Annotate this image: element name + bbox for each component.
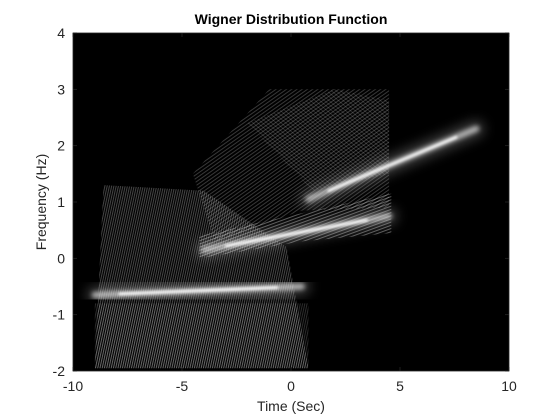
x-tick-label: 0	[287, 378, 295, 394]
auto-terms	[86, 120, 485, 303]
x-tick-label: 10	[501, 378, 517, 394]
y-tick-label: 4	[57, 25, 65, 41]
component-1-core	[118, 286, 279, 296]
fringe-upper-cross	[247, 89, 390, 191]
component-3-core	[327, 135, 458, 192]
x-axis-label: Time (Sec)	[257, 398, 325, 414]
y-tick-label: -2	[53, 363, 66, 379]
y-tick-label: 1	[57, 194, 65, 210]
y-tick-label: 3	[57, 81, 65, 97]
chart-title: Wigner Distribution Function	[195, 11, 388, 27]
x-tick-label: 5	[396, 378, 404, 394]
y-tick-label: 2	[57, 138, 65, 154]
y-tick-label: 0	[57, 250, 65, 266]
x-tick-label: -5	[176, 378, 189, 394]
fringe-lower-block	[94, 303, 309, 369]
component-2-core	[224, 218, 369, 248]
x-tick-label: -10	[63, 378, 83, 394]
y-tick-label: -1	[53, 307, 66, 323]
wigner-image	[86, 89, 485, 369]
y-axis-label: Frequency (Hz)	[33, 154, 49, 250]
